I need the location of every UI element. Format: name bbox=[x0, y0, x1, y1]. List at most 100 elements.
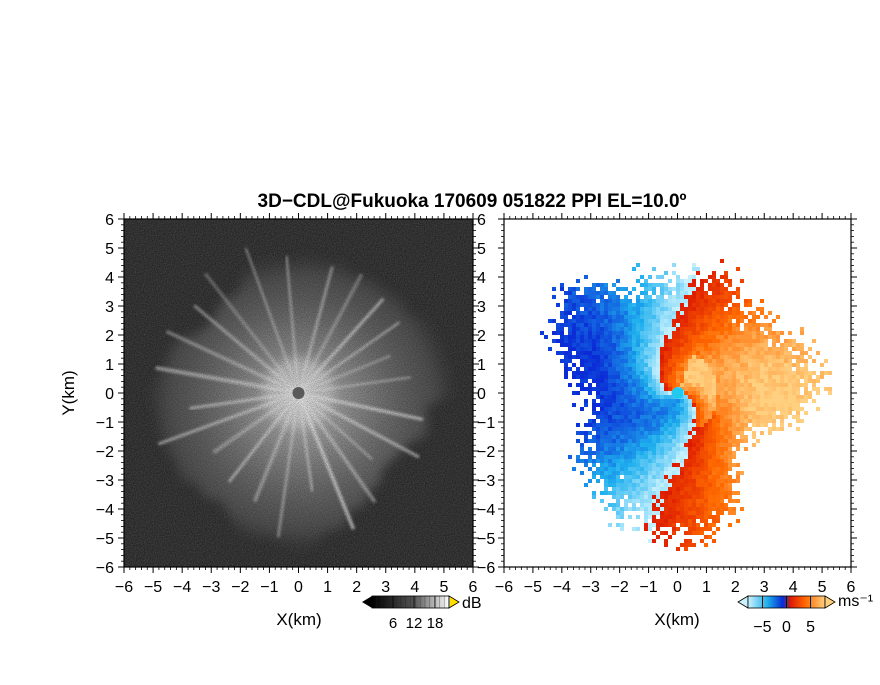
velocity-cell bbox=[680, 467, 684, 471]
velocity-cell bbox=[720, 299, 724, 303]
velocity-cell bbox=[752, 347, 756, 351]
velocity-cell bbox=[628, 407, 632, 411]
velocity-cell bbox=[684, 495, 688, 499]
velocity-cell bbox=[664, 375, 668, 379]
velocity-cell bbox=[596, 459, 600, 463]
velocity-cell bbox=[644, 483, 648, 487]
velocity-cell bbox=[720, 403, 724, 407]
velocity-cell bbox=[580, 299, 584, 303]
velocity-cell bbox=[632, 435, 636, 439]
velocity-cell bbox=[576, 315, 580, 319]
velocity-cell bbox=[624, 455, 628, 459]
velocity-cell bbox=[648, 299, 652, 303]
velocity-cell bbox=[636, 351, 640, 355]
velocity-cell bbox=[592, 459, 596, 463]
velocity-cell bbox=[676, 351, 680, 355]
velocity-cell bbox=[620, 335, 624, 339]
velocity-cell bbox=[592, 323, 596, 327]
velocity-cell bbox=[696, 427, 700, 431]
velocity-cell bbox=[704, 431, 708, 435]
velocity-cell bbox=[780, 383, 784, 387]
velocity-cell bbox=[708, 303, 712, 307]
velocity-cell bbox=[768, 311, 772, 315]
velocity-cell bbox=[688, 339, 692, 343]
velocity-cell bbox=[712, 455, 716, 459]
velocity-cell bbox=[652, 499, 656, 503]
velocity-cell bbox=[768, 387, 772, 391]
velocity-cell bbox=[596, 379, 600, 383]
velocity-cell bbox=[564, 363, 568, 367]
velocity-cell bbox=[572, 327, 576, 331]
velocity-cell bbox=[688, 319, 692, 323]
velocity-cell bbox=[588, 375, 592, 379]
velocity-cell bbox=[600, 383, 604, 387]
velocity-cell bbox=[592, 399, 596, 403]
velocity-cell bbox=[732, 363, 736, 367]
velocity-cell bbox=[708, 487, 712, 491]
velocity-cell bbox=[716, 387, 720, 391]
velocity-cell bbox=[604, 455, 608, 459]
velocity-cell bbox=[760, 331, 764, 335]
velocity-cell bbox=[648, 359, 652, 363]
velocity-cell bbox=[632, 475, 636, 479]
velocity-cell bbox=[584, 339, 588, 343]
y-tick-label: 2 bbox=[105, 328, 114, 345]
velocity-cell bbox=[592, 475, 596, 479]
velocity-cell bbox=[656, 431, 660, 435]
velocity-cell bbox=[660, 435, 664, 439]
velocity-cell bbox=[648, 471, 652, 475]
velocity-cell bbox=[636, 327, 640, 331]
velocity-cell bbox=[652, 347, 656, 351]
velocity-cell bbox=[612, 439, 616, 443]
velocity-cell bbox=[800, 367, 804, 371]
velocity-cell bbox=[700, 467, 704, 471]
velocity-cell bbox=[780, 379, 784, 383]
velocity-cell bbox=[540, 331, 544, 335]
velocity-cell bbox=[552, 331, 556, 335]
velocity-cell bbox=[664, 511, 668, 515]
velocity-cell bbox=[688, 359, 692, 363]
velocity-cell bbox=[624, 327, 628, 331]
velocity-cell bbox=[612, 391, 616, 395]
velocity-cell bbox=[700, 531, 704, 535]
velocity-cell bbox=[660, 391, 664, 395]
velocity-cell bbox=[624, 343, 628, 347]
velocity-cell bbox=[772, 363, 776, 367]
velocity-cell bbox=[628, 375, 632, 379]
velocity-cell bbox=[716, 407, 720, 411]
velocity-cell bbox=[776, 375, 780, 379]
velocity-cell bbox=[652, 327, 656, 331]
velocity-cell bbox=[668, 367, 672, 371]
velocity-cell bbox=[588, 347, 592, 351]
velocity-cell bbox=[748, 375, 752, 379]
velocity-cell bbox=[604, 323, 608, 327]
velocity-cell bbox=[808, 379, 812, 383]
velocity-cell bbox=[696, 371, 700, 375]
velocity-cell bbox=[588, 467, 592, 471]
velocity-cell bbox=[588, 299, 592, 303]
velocity-cell bbox=[708, 379, 712, 383]
velocity-cell bbox=[676, 339, 680, 343]
velocity-cell bbox=[716, 511, 720, 515]
velocity-cell bbox=[608, 307, 612, 311]
velocity-cell bbox=[616, 435, 620, 439]
velocity-cell bbox=[672, 331, 676, 335]
velocity-cell bbox=[732, 379, 736, 383]
velocity-cell bbox=[744, 419, 748, 423]
velocity-cell bbox=[620, 463, 624, 467]
velocity-cell bbox=[812, 359, 816, 363]
velocity-cell bbox=[644, 363, 648, 367]
velocity-cell bbox=[632, 383, 636, 387]
velocity-cell bbox=[668, 315, 672, 319]
velocity-cell bbox=[648, 367, 652, 371]
velocity-cell bbox=[652, 431, 656, 435]
velocity-cell bbox=[632, 355, 636, 359]
velocity-cell bbox=[584, 435, 588, 439]
velocity-cell bbox=[648, 487, 652, 491]
velocity-cell bbox=[676, 419, 680, 423]
velocity-cell bbox=[704, 475, 708, 479]
velocity-cell bbox=[628, 351, 632, 355]
velocity-cell bbox=[576, 375, 580, 379]
velocity-cell bbox=[632, 359, 636, 363]
velocity-cell bbox=[684, 391, 688, 395]
